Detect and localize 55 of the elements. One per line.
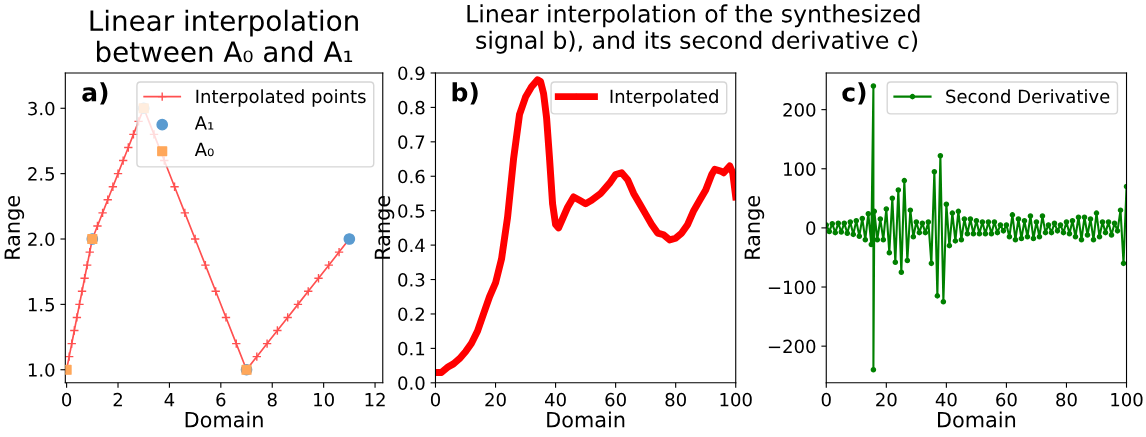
x-tick-label: 80 xyxy=(665,392,686,407)
legend-label: Interpolated xyxy=(610,89,718,107)
x-tick-label: 40 xyxy=(544,392,566,407)
y-tick-label: 3.0 xyxy=(28,101,55,116)
x-axis-title: Domain xyxy=(185,411,263,428)
x-tick-label: 12 xyxy=(365,392,385,407)
y-tick-label: 0.3 xyxy=(398,272,425,287)
chart-title: Linear interpolation of the synthesized signal b), and its second derivative c) xyxy=(467,4,920,54)
x-tick-label: 20 xyxy=(876,392,897,407)
x-axis-title: Domain xyxy=(938,411,1016,428)
y-tick-label: 1.0 xyxy=(28,363,55,377)
x-tick-label: 80 xyxy=(1056,392,1077,407)
annotation: a) xyxy=(82,82,108,105)
y-tick-label: 2.0 xyxy=(28,232,55,247)
y-tick-label: 0.4 xyxy=(398,238,425,253)
legend-label: Interpolated points xyxy=(196,89,366,107)
y-tick-label: 0.0 xyxy=(398,376,425,390)
y-tick-label: 100 xyxy=(784,162,816,176)
x-tick-label: 60 xyxy=(996,392,1017,407)
y-tick-label: 0.9 xyxy=(398,66,425,81)
y-tick-label: 200 xyxy=(783,103,816,117)
x-tick-label: 40 xyxy=(935,392,957,407)
y-tick-label: 0.1 xyxy=(398,341,425,356)
x-axis-title: Domain xyxy=(547,411,625,428)
x-tick-label: 0 xyxy=(430,392,441,407)
legend-label: A₀ xyxy=(194,142,214,157)
x-tick-label: 100 xyxy=(720,392,752,407)
annotation: b) xyxy=(452,82,478,105)
legend-label: Second Derivative xyxy=(946,89,1110,104)
y-tick-label: 0.8 xyxy=(398,100,425,115)
x-tick-label: 0 xyxy=(821,392,831,407)
y-axis-title: Range xyxy=(374,196,395,259)
y-tick-label: −200 xyxy=(768,339,816,354)
y-tick-label: 2.5 xyxy=(28,167,55,181)
y-axis-title: Range xyxy=(744,196,765,259)
y-axis-title: Range xyxy=(4,196,25,259)
y-tick-label: −100 xyxy=(768,280,816,295)
x-tick-label: 0 xyxy=(62,392,72,407)
y-tick-label: 0 xyxy=(806,221,816,236)
x-tick-label: 10 xyxy=(314,392,334,407)
y-tick-label: 0.5 xyxy=(398,204,425,218)
x-tick-label: 20 xyxy=(485,392,506,407)
x-tick-label: 6 xyxy=(216,392,226,407)
x-tick-label: 2 xyxy=(113,392,122,407)
legend-label: A₁ xyxy=(194,116,214,130)
x-tick-label: 8 xyxy=(267,392,277,407)
chart-title: Linear interpolation between A₀ and A₁ xyxy=(90,9,358,63)
annotation: c) xyxy=(842,82,866,105)
x-tick-label: 100 xyxy=(1111,392,1143,407)
y-tick-label: 0.6 xyxy=(398,169,425,184)
x-tick-label: 4 xyxy=(164,393,175,407)
y-tick-label: 0.2 xyxy=(398,307,424,322)
y-tick-label: 1.5 xyxy=(28,298,55,312)
y-tick-label: 0.7 xyxy=(398,135,425,149)
x-tick-label: 60 xyxy=(605,392,626,407)
